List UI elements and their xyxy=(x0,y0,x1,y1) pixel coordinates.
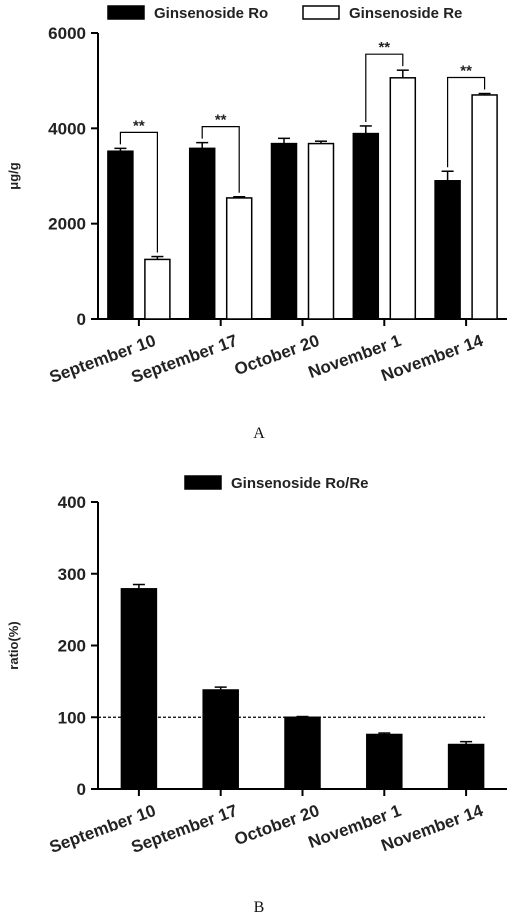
y-tick-label: 0 xyxy=(77,780,86,799)
significance-marker: ** xyxy=(378,39,390,56)
significance-bracket xyxy=(119,131,158,253)
bar xyxy=(270,142,298,320)
significance-bracket xyxy=(365,53,404,122)
y-tick-label: 300 xyxy=(58,565,86,584)
y-tick-label: 0 xyxy=(77,310,86,329)
y-tick-label: 6000 xyxy=(48,24,86,43)
bar xyxy=(120,588,158,790)
bar xyxy=(389,77,417,320)
y-tick-label: 100 xyxy=(58,708,86,727)
panel-label: B xyxy=(254,899,265,916)
y-tick-label: 4000 xyxy=(48,119,86,138)
bar xyxy=(434,180,461,320)
bar xyxy=(144,258,171,320)
bar xyxy=(307,142,335,320)
bar xyxy=(447,743,485,790)
bar xyxy=(225,197,253,320)
y-tick-label: 2000 xyxy=(48,215,86,234)
legend-swatch xyxy=(302,5,340,20)
significance-marker: ** xyxy=(215,112,227,129)
legend-swatch xyxy=(107,5,145,20)
legend-label: Ginsenoside Re xyxy=(349,5,462,22)
bar xyxy=(202,689,239,790)
legend-label: Ginsenoside Ro/Re xyxy=(231,475,369,492)
bar xyxy=(107,150,134,320)
significance-bracket xyxy=(447,76,486,168)
significance-marker: ** xyxy=(133,117,145,134)
bar xyxy=(471,94,498,320)
legend-swatch xyxy=(184,475,222,490)
bar xyxy=(188,147,216,320)
legend-label: Ginsenoside Ro xyxy=(154,5,268,22)
bar xyxy=(352,132,380,320)
y-tick-label: 400 xyxy=(58,493,86,512)
y-tick-label: 200 xyxy=(58,637,86,656)
y-axis-label: μg/g xyxy=(6,162,21,190)
panel-label: A xyxy=(253,425,265,442)
significance-marker: ** xyxy=(460,63,472,80)
bar xyxy=(284,716,321,790)
bar xyxy=(366,733,403,790)
significance-bracket xyxy=(201,126,240,193)
y-axis-label: ratio(%) xyxy=(6,621,21,669)
